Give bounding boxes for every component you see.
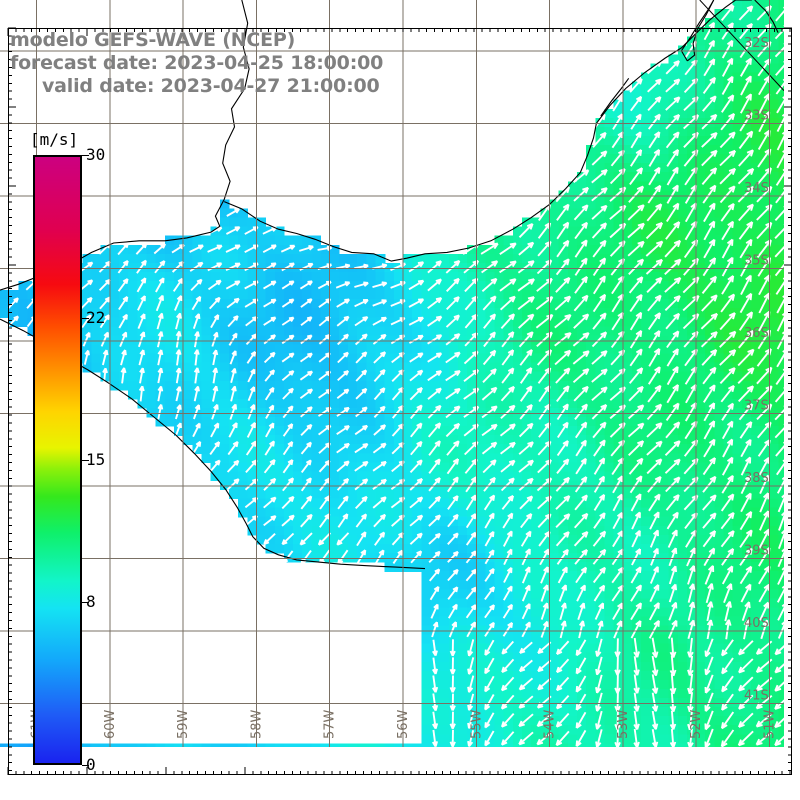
colorbar-tick-mark xyxy=(82,602,89,604)
colorbar-tick-label: 22 xyxy=(86,307,106,327)
svg-text:39S: 39S xyxy=(744,543,769,558)
svg-text:33S: 33S xyxy=(744,108,769,123)
svg-text:53W: 53W xyxy=(616,709,631,739)
svg-text:60W: 60W xyxy=(103,709,118,739)
svg-text:35S: 35S xyxy=(744,253,769,268)
svg-text:38S: 38S xyxy=(744,471,769,486)
map-title-model: modelo GEFS-WAVE (NCEP) xyxy=(10,29,296,51)
svg-text:32S: 32S xyxy=(744,36,769,51)
svg-text:59W: 59W xyxy=(176,709,191,739)
svg-text:36S: 36S xyxy=(744,326,769,341)
colorbar xyxy=(33,155,82,765)
colorbar-tick-mark xyxy=(82,317,89,319)
colorbar-tick-label: 0 xyxy=(86,755,96,774)
svg-text:37S: 37S xyxy=(744,398,769,413)
colorbar-tick-mark xyxy=(82,765,89,766)
colorbar-tick-mark xyxy=(82,155,89,156)
graticule-labels: 61W60W59W58W57W56W55W54W53W52W51W32S33S3… xyxy=(30,36,778,739)
wind-speed-field xyxy=(0,0,784,747)
svg-text:52W: 52W xyxy=(689,709,704,739)
svg-text:54W: 54W xyxy=(543,709,558,739)
colorbar-gradient xyxy=(33,155,82,765)
svg-text:56W: 56W xyxy=(396,709,411,739)
svg-text:57W: 57W xyxy=(323,709,338,739)
map-title-forecast-date: forecast date: 2023-04-25 18:00:00 xyxy=(10,52,384,74)
colorbar-tick-label: 15 xyxy=(86,450,106,469)
svg-text:40S: 40S xyxy=(744,616,769,631)
svg-text:55W: 55W xyxy=(469,709,484,739)
coastline xyxy=(0,0,784,570)
colorbar-tick-label: 30 xyxy=(86,145,106,164)
svg-text:58W: 58W xyxy=(249,709,264,739)
svg-text:34S: 34S xyxy=(744,181,769,196)
graticule xyxy=(0,0,784,747)
colorbar-tick-label: 8 xyxy=(86,592,96,612)
svg-text:41S: 41S xyxy=(744,689,769,704)
colorbar-unit-label: [m/s] xyxy=(30,130,79,149)
colorbar-tick-mark xyxy=(82,460,89,461)
map-title-valid-date: valid date: 2023-04-27 21:00:00 xyxy=(42,75,380,97)
svg-text:51W: 51W xyxy=(762,709,777,739)
